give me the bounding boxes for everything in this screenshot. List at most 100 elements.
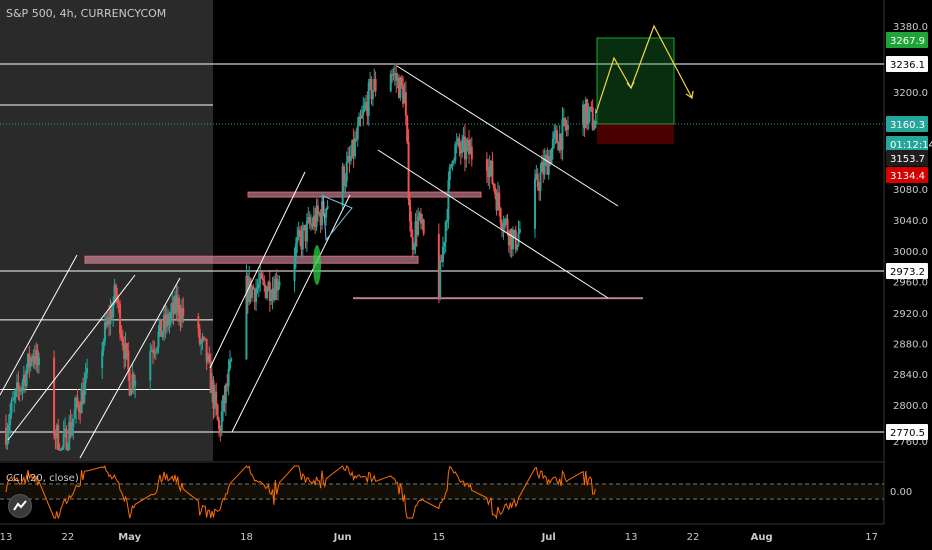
price-tick-label: 2840.0 [893,370,928,381]
candle-body [165,314,168,327]
candle-body [256,287,259,289]
candle-body [454,144,457,161]
candle-body [31,357,34,362]
candle-body [550,149,553,164]
long-target-box[interactable] [596,37,675,125]
candle-body [109,309,112,325]
candle-body [444,221,447,243]
candle-body [371,90,374,100]
trendline[interactable] [377,149,609,299]
candle-body [36,350,39,365]
candle-body [546,154,549,175]
candle-body [512,234,515,250]
candle-body [25,368,28,386]
candle-body [318,213,321,215]
candle-body [73,409,76,419]
candle-body [491,160,494,184]
candle-body [419,213,422,224]
candle-body [440,260,443,263]
trendline[interactable] [79,277,181,459]
candle-body [103,322,106,342]
candle-body [300,235,303,250]
candle-body [370,79,373,100]
price-tick-label: 3040.0 [893,216,928,227]
candle-body [344,181,347,187]
price-label-level: 2770.5 [886,424,928,440]
candle-body [152,349,155,353]
candle-body [226,384,229,387]
chart-title: S&P 500, 4h, CURRENCYCOM [6,7,167,20]
support-zone-upper[interactable] [84,255,419,264]
long-stop-box[interactable] [597,124,674,144]
candle-body [311,223,314,227]
candle-body [182,308,185,317]
candle-body [105,322,108,326]
candle-body [485,159,488,171]
candle-body [452,160,455,162]
candle-body [594,120,597,129]
trendline[interactable] [396,65,619,207]
price-tick-label: 3380.0 [893,22,928,33]
candle-body [211,380,214,394]
trendline[interactable] [209,171,306,369]
candle-body [358,116,361,126]
candle-body [22,374,25,383]
price-tick-label: 2960.0 [893,277,928,288]
candle-body [496,192,499,211]
candle-body [68,422,71,450]
candle-body [561,118,564,150]
candle-body [495,194,498,211]
candle-body [391,74,394,76]
triangle-pattern[interactable] [322,195,353,242]
candle-body [406,115,409,142]
candle-body [565,126,568,130]
candle-body [514,230,517,250]
candle-body [359,116,362,119]
trendline[interactable] [7,274,136,441]
support-zone-lower[interactable] [353,297,643,300]
candle-body [198,328,201,344]
candle-body [566,124,569,130]
candle-body [325,208,328,218]
candle-body [347,155,350,162]
candle-body [447,180,450,221]
svg-text:3153.7: 3153.7 [890,154,925,165]
candle-body [542,161,545,175]
candle-body [457,138,460,143]
candle-body [6,433,9,445]
candle-body [408,199,411,222]
candle-body [590,106,593,108]
candle-body [275,278,278,291]
candle-body [77,403,80,412]
candle-body [564,118,567,127]
candle-body [294,243,297,258]
candle-body [582,104,585,125]
candle-body [588,106,591,112]
candle-body [261,278,264,281]
candle-body [53,357,56,436]
resistance-zone[interactable] [247,191,482,198]
candle-body [172,302,175,314]
date-tick-label: Jun [333,532,352,543]
candle-body [108,317,111,325]
candle-body [164,314,167,327]
candle-body [212,380,215,409]
candle-body [404,92,407,116]
trendline[interactable] [0,254,78,396]
candle-body [469,146,472,155]
candle-body [410,221,413,238]
candle-body [18,388,21,392]
cci-band-fill [0,484,884,499]
candle-body [554,130,557,133]
candle-body [492,183,495,188]
candle-body [72,418,75,427]
candle-body [124,343,127,359]
price-tick-label: 2880.0 [893,340,928,351]
candle-body [15,382,18,390]
breakout-ellipse[interactable] [313,245,321,285]
price-tick-label: 2920.0 [893,309,928,320]
tradingview-logo-icon[interactable] [8,494,32,518]
candle-body [557,142,560,151]
